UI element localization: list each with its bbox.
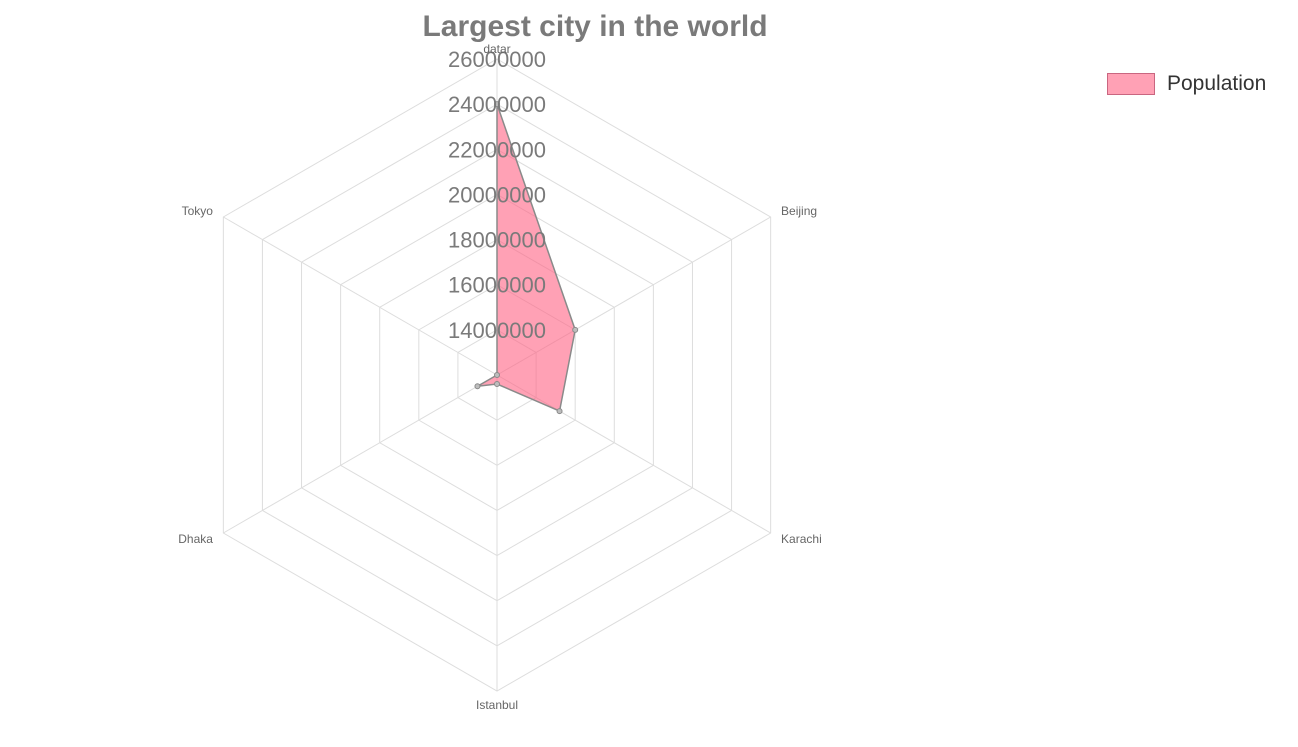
point-label-dhaka: Dhaka [178,532,213,546]
point-label-datar: datar [483,42,510,56]
legend[interactable]: Population [1107,72,1266,96]
tick-label-22000000: 22000000 [448,137,546,162]
data-point-karachi [556,408,563,415]
data-point-dhaka [474,383,481,390]
grid-spoke-5 [223,216,498,376]
tick-label-14000000: 14000000 [448,318,546,343]
point-label-tokyo: Tokyo [182,204,214,218]
radar-tick-labels: 14000000 16000000 18000000 20000000 22000000… [448,47,546,343]
tick-label-20000000: 20000000 [448,182,546,207]
data-point-datar [494,101,500,108]
tick-label-18000000: 18000000 [448,228,546,253]
grid-spoke-4 [223,374,498,534]
tick-label-26000000: 26000000 [448,47,546,72]
legend-label-population: Population [1167,72,1267,95]
tick-label-16000000: 16000000 [448,273,546,298]
point-label-istanbul: Istanbul [476,698,518,712]
legend-swatch [1107,73,1155,95]
point-label-beijing: Beijing [781,204,817,218]
chart-title: Largest city in the world [422,10,768,43]
tick-label-24000000: 24000000 [448,92,546,117]
data-point-beijing [572,326,579,333]
radar-data [474,101,579,415]
data-point-istanbul [494,381,500,388]
radar-point-labels: datar Beijing Karachi Istanbul Dhaka Tokyo [178,42,821,712]
radar-grid [222,58,772,692]
point-label-karachi: Karachi [781,532,822,546]
data-point-tokyo [494,372,500,378]
